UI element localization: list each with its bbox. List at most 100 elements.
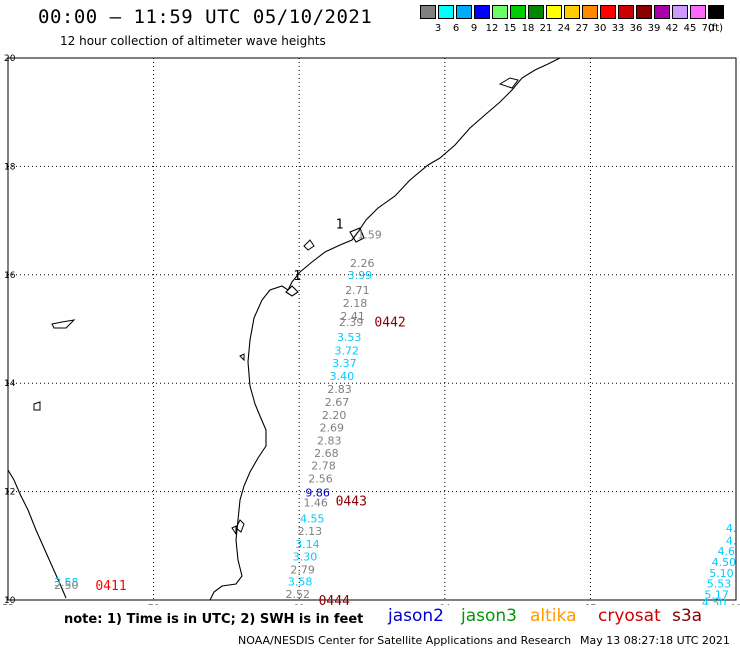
mission-jason3: jason3 <box>461 606 517 626</box>
wave-height-color-scale: 3 6 9 12 15 18 21 24 27 30 33 36 39 42 45 70 (ft) <box>420 5 730 37</box>
wave-height-value: 4.6 <box>718 545 736 558</box>
wave-height-value: 3.40 <box>330 370 355 383</box>
scale-label: 33 <box>611 23 625 34</box>
wave-height-value: 4.55 <box>300 513 325 526</box>
pass-labels: 0442 0443 0444 0411 1 1 <box>95 217 405 605</box>
wave-height-value: 3.72 <box>335 345 360 358</box>
scale-swatch <box>582 5 598 19</box>
pass-label: 0443 <box>336 494 367 509</box>
wave-height-value: 5.10 <box>709 567 734 580</box>
wave-height-value: 1.59 <box>357 229 382 242</box>
axis-labels: 75 78 81 84 87 90 20 18 16 14 12 10 <box>2 54 740 605</box>
lat-tick-label: 18 <box>4 162 16 172</box>
altimeter-map: 75 78 81 84 87 90 20 18 16 14 12 10 1.59 2.263.99 2.7… <box>2 54 740 605</box>
wave-height-value: 3.99 <box>348 269 373 282</box>
scale-label: 9 <box>470 23 478 34</box>
wave-height-value: 3.58 <box>54 576 79 589</box>
wave-height-value: 4.50 <box>712 556 737 569</box>
island <box>303 239 315 251</box>
island <box>239 353 245 362</box>
credit-line: NOAA/NESDIS Center for Satellite Applica… <box>238 634 572 647</box>
pass-label: 0411 <box>95 579 126 594</box>
mission-altika: altika <box>530 606 577 626</box>
scale-label: 18 <box>521 23 535 34</box>
scale-label: 12 <box>485 23 499 34</box>
wave-height-value: 4.50 <box>702 597 727 605</box>
wave-height-value: 2.52 <box>285 588 310 601</box>
wave-height-value: 2.20 <box>322 409 347 422</box>
scale-swatch <box>690 5 706 19</box>
wave-height-value: 1.46 <box>303 496 328 509</box>
lat-tick-label: 12 <box>4 488 15 498</box>
scale-swatch <box>492 5 508 19</box>
scale-swatch <box>654 5 670 19</box>
mission-cryosat: cryosat <box>598 606 661 626</box>
krishna-delta <box>285 285 299 297</box>
wave-height-value: 2.71 <box>345 284 370 297</box>
lon-tick-label: 78 <box>148 604 160 605</box>
scale-swatch <box>600 5 616 19</box>
wave-height-value: 2.83 <box>317 435 342 448</box>
scale-swatch <box>456 5 472 19</box>
wave-height-value: 2.68 <box>314 447 339 460</box>
scale-swatch <box>528 5 544 19</box>
wave-height-value: 2.39 <box>339 316 364 329</box>
footer-note: note: 1) Time is in UTC; 2) SWH is in fe… <box>64 612 364 627</box>
island <box>231 525 237 536</box>
scale-label: 36 <box>629 23 643 34</box>
scale-swatch <box>618 5 634 19</box>
scale-label: 3 <box>434 23 442 34</box>
pulicat-lake <box>235 519 245 533</box>
southwest-coastline <box>7 469 67 599</box>
wave-height-value: 3.37 <box>332 357 357 370</box>
scale-label: 42 <box>665 23 679 34</box>
scale-label: 30 <box>593 23 607 34</box>
wave-height-value: 2.13 <box>298 525 323 538</box>
wave-height-value: 3.14 <box>295 538 320 551</box>
wave-height-value: 3.58 <box>288 576 313 589</box>
wave-height-value: 2.83 <box>327 383 352 396</box>
wave-height-value: 5.53 <box>707 578 732 591</box>
pass-label: 1 <box>336 217 344 232</box>
lon-tick-label: 75 <box>2 604 13 605</box>
scale-unit: (ft) <box>708 23 724 34</box>
pass-label: 0442 <box>374 315 405 330</box>
map-frame <box>7 57 737 601</box>
scale-swatch <box>474 5 490 19</box>
wave-height-value: 3.30 <box>293 551 318 564</box>
scale-swatch <box>420 5 436 19</box>
scale-label: 45 <box>683 23 697 34</box>
wave-height-value: 2.78 <box>311 460 336 473</box>
lat-tick-label: 16 <box>4 271 16 281</box>
mission-s3a: s3a <box>672 606 703 626</box>
wave-height-value: 2.26 <box>350 257 375 270</box>
scale-label: 15 <box>503 23 517 34</box>
lon-tick-label: 90 <box>730 604 740 605</box>
wave-height-value: 2.67 <box>325 396 350 409</box>
scale-swatch <box>438 5 454 19</box>
map-subtitle: 12 hour collection of altimeter wave hei… <box>60 34 326 48</box>
india-east-coastline <box>209 57 561 601</box>
lon-tick-label: 84 <box>439 604 451 605</box>
wave-height-observations: 1.59 2.263.99 2.712.182.412.39 3.533.723.37… <box>54 229 736 605</box>
wave-height-value: 2.50 <box>54 579 79 592</box>
wave-height-value: 2.18 <box>343 297 368 310</box>
scale-label: 70 <box>701 23 715 34</box>
lat-tick-label: 20 <box>4 54 16 64</box>
lat-tick-label: 14 <box>4 379 16 389</box>
lon-tick-label: 87 <box>585 604 596 605</box>
chilika-lake <box>498 77 519 89</box>
scale-label: 24 <box>557 23 571 34</box>
island <box>33 401 41 411</box>
mission-jason2: jason2 <box>388 606 444 626</box>
scale-swatch <box>636 5 652 19</box>
wave-height-value: 4. <box>726 522 737 535</box>
scale-swatch <box>546 5 562 19</box>
lon-tick-label: 81 <box>293 604 304 605</box>
map-title: 00:00 – 11:59 UTC 05/10/2021 <box>38 6 373 28</box>
scale-swatch <box>510 5 526 19</box>
pass-label: 0444 <box>319 594 350 605</box>
wave-height-value: 2.56 <box>308 473 333 486</box>
wave-height-value: 9.86 <box>305 487 330 500</box>
wave-height-value: 5.17 <box>704 589 729 602</box>
